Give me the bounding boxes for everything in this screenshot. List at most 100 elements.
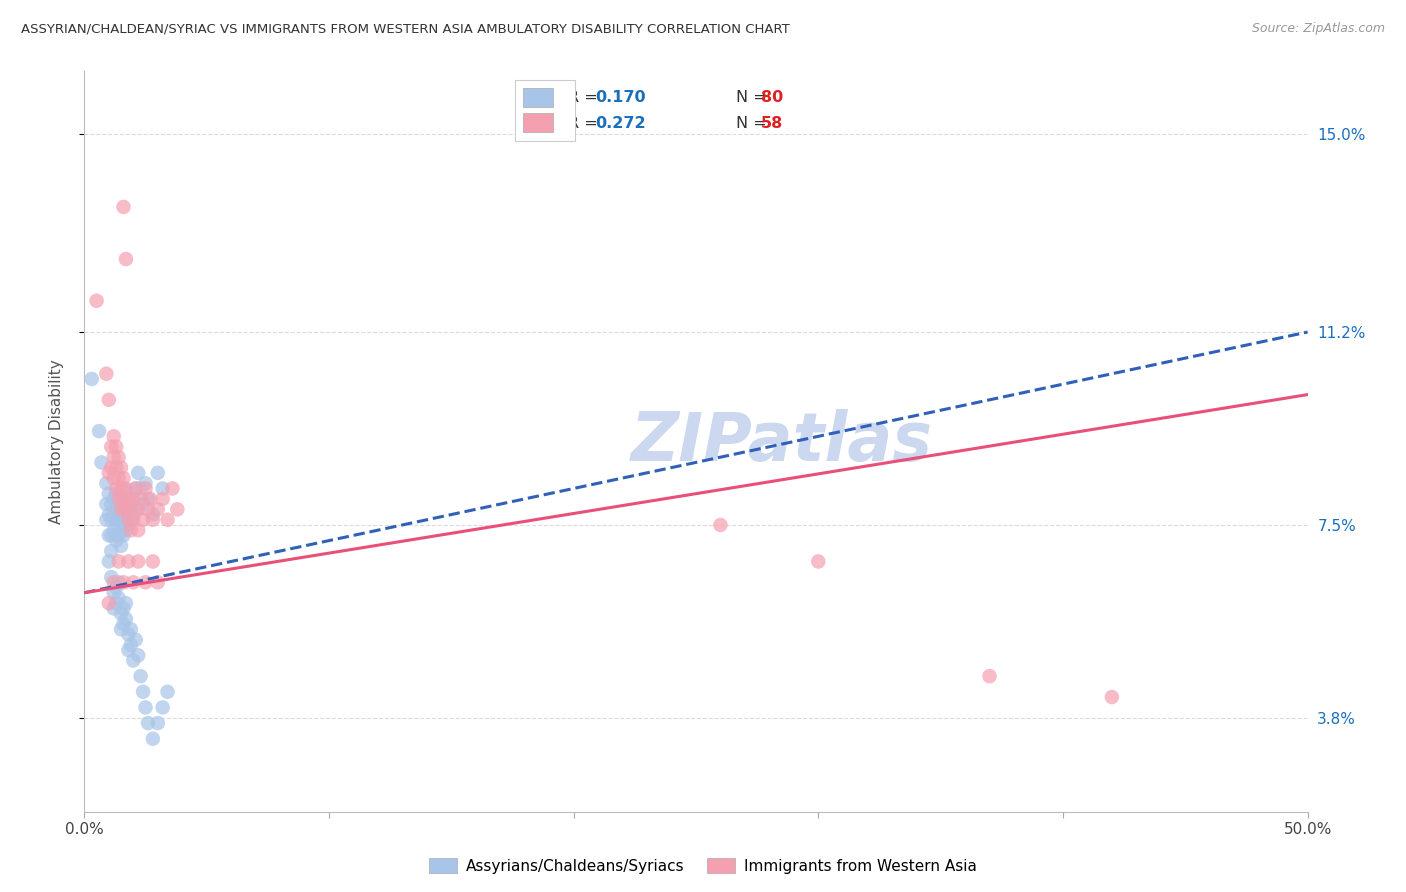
Point — [96, 513, 118, 527]
Point — [120, 513, 142, 527]
Point — [117, 554, 139, 568]
Point — [135, 575, 157, 590]
Point — [105, 518, 128, 533]
Point — [100, 513, 122, 527]
Point — [115, 596, 138, 610]
Point — [115, 612, 138, 626]
Point — [107, 450, 129, 465]
Point — [103, 491, 125, 506]
Text: R =: R = — [568, 116, 602, 131]
Point — [127, 502, 149, 516]
Point — [107, 575, 129, 590]
Text: 0.272: 0.272 — [596, 116, 647, 131]
Text: R =: R = — [568, 90, 602, 105]
Text: ASSYRIAN/CHALDEAN/SYRIAC VS IMMIGRANTS FROM WESTERN ASIA AMBULATORY DISABILITY C: ASSYRIAN/CHALDEAN/SYRIAC VS IMMIGRANTS F… — [21, 22, 790, 36]
Point — [96, 497, 118, 511]
Point — [146, 575, 169, 590]
Point — [105, 440, 128, 454]
Point — [107, 471, 129, 485]
Point — [107, 528, 129, 542]
Point — [103, 508, 125, 522]
Point — [115, 523, 138, 537]
Point — [112, 617, 135, 632]
Point — [139, 491, 162, 506]
Point — [96, 476, 118, 491]
Point — [105, 460, 128, 475]
Point — [127, 554, 149, 568]
Point — [107, 554, 129, 568]
Point — [125, 502, 148, 516]
Point — [80, 372, 103, 386]
Point — [103, 429, 125, 443]
Point — [100, 497, 122, 511]
Point — [110, 622, 132, 636]
Text: N =: N = — [737, 116, 772, 131]
Point — [117, 518, 139, 533]
Point — [110, 523, 132, 537]
Point — [112, 200, 135, 214]
Point — [117, 627, 139, 641]
Point — [110, 502, 132, 516]
Point — [115, 491, 138, 506]
Point — [107, 591, 129, 605]
Point — [156, 685, 179, 699]
Point — [129, 491, 152, 506]
Point — [135, 476, 157, 491]
Point — [97, 596, 120, 610]
Point — [105, 533, 128, 548]
Point — [112, 491, 135, 506]
Point — [120, 523, 142, 537]
Point — [110, 539, 132, 553]
Point — [125, 482, 148, 496]
Point — [103, 575, 125, 590]
Point — [122, 653, 145, 667]
Point — [105, 581, 128, 595]
Point — [90, 455, 112, 469]
Point — [97, 392, 120, 407]
Point — [807, 554, 830, 568]
Point — [117, 491, 139, 506]
Point — [112, 528, 135, 542]
Point — [86, 293, 108, 308]
Point — [146, 716, 169, 731]
Point — [122, 491, 145, 506]
Point — [105, 486, 128, 500]
Point — [709, 518, 731, 533]
Point — [142, 731, 165, 746]
Point — [96, 367, 118, 381]
Point — [107, 491, 129, 506]
Point — [115, 502, 138, 516]
Point — [146, 466, 169, 480]
Point — [127, 523, 149, 537]
Point — [120, 502, 142, 516]
Text: 0.170: 0.170 — [596, 90, 647, 105]
Point — [129, 669, 152, 683]
Point — [115, 252, 138, 266]
Point — [129, 482, 152, 496]
Point — [117, 502, 139, 516]
Point — [136, 491, 159, 506]
Point — [122, 508, 145, 522]
Y-axis label: Ambulatory Disability: Ambulatory Disability — [49, 359, 63, 524]
Text: 80: 80 — [761, 90, 783, 105]
Point — [142, 554, 165, 568]
Point — [127, 466, 149, 480]
Point — [132, 513, 155, 527]
Point — [110, 508, 132, 522]
Point — [97, 508, 120, 522]
Point — [105, 596, 128, 610]
Point — [112, 601, 135, 615]
Point — [122, 513, 145, 527]
Point — [162, 482, 184, 496]
Point — [136, 502, 159, 516]
Point — [125, 482, 148, 496]
Point — [166, 502, 188, 516]
Point — [105, 482, 128, 496]
Point — [110, 482, 132, 496]
Point — [97, 554, 120, 568]
Point — [135, 700, 157, 714]
Point — [112, 482, 135, 496]
Point — [100, 440, 122, 454]
Point — [117, 643, 139, 657]
Point — [100, 570, 122, 584]
